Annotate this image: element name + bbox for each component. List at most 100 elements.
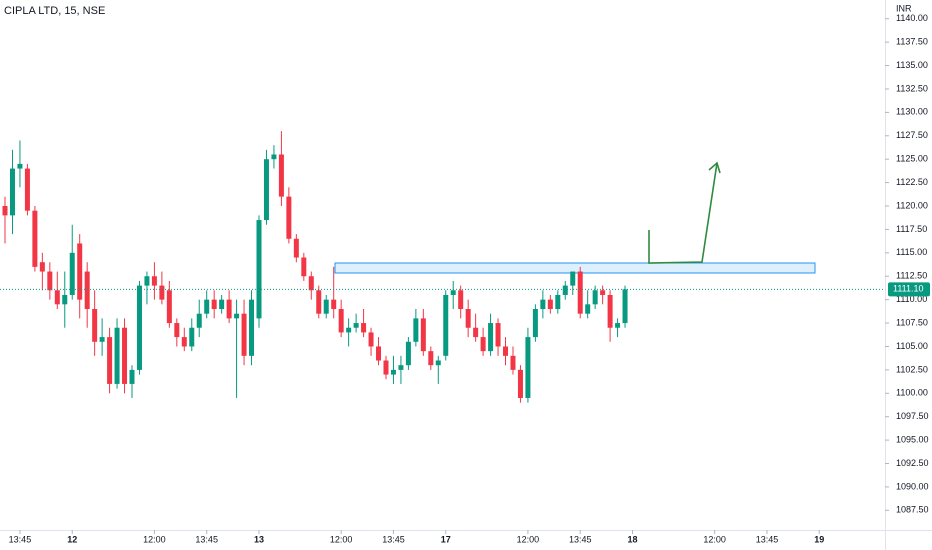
candle-body [338,309,344,333]
candle-body [263,159,269,221]
x-tick-label: 13:45 [569,534,592,544]
candle-body [413,318,419,342]
candle-body [308,276,314,291]
candle-body [532,309,538,338]
y-tick-label: 1122.50 [896,177,928,187]
y-tick-label: 1125.00 [896,154,928,164]
candle-body [151,276,157,286]
candle-body [122,327,128,384]
candle-body [114,327,120,384]
y-tick-label: 1087.50 [896,505,929,515]
candle-body [331,299,337,310]
y-tick-label: 1132.50 [896,83,928,93]
candle-body [398,365,404,370]
x-tick-label: 18 [627,534,637,544]
x-tick-label: 19 [814,534,824,544]
candle-body [293,238,299,258]
candle-body [211,299,217,310]
x-tick-label: 12:00 [330,534,353,544]
x-tick-label: 13:45 [195,534,218,544]
arrow-head [708,161,721,174]
last-price-label: 1111.10 [893,284,924,294]
candle-body [92,309,98,342]
x-tick-label: 12 [67,534,77,544]
candle-body [428,351,434,366]
candle-body [136,285,142,370]
candle-body [166,290,172,324]
candle-body [181,337,187,347]
y-tick-label: 1140.00 [896,13,928,23]
y-tick-label: 1107.50 [896,317,928,327]
candle-body [234,313,240,319]
candle-body [361,323,367,333]
x-tick-label: 13:45 [382,534,405,544]
candle-body [383,360,389,375]
candle-body [458,290,464,310]
candle-body [301,257,307,277]
candle-body [24,168,30,211]
x-tick-label: 13:45 [9,534,32,544]
candle-body [622,289,628,324]
last-price-tag [888,282,930,297]
x-tick-label: 12:00 [143,534,166,544]
candle-body [420,318,426,352]
y-tick-label: 1092.50 [896,458,929,468]
candle-body [144,276,150,286]
y-tick-label: 1100.00 [896,388,928,398]
candle-body [503,346,509,356]
candle-body [17,163,23,169]
resistance-zone [334,262,816,274]
projection-arrow [648,162,718,264]
candle-body [69,252,75,295]
y-tick-label: 1105.00 [896,341,928,351]
candle-body [174,323,180,338]
candle-body [226,299,232,319]
x-tick-label: 12:00 [703,534,726,544]
candle-body [555,294,561,310]
candle-body [62,294,68,305]
candle-body [540,299,546,310]
y-tick-label: 1110.00 [896,294,927,304]
candle-body [600,290,606,295]
candle-body [47,271,53,291]
candle-body [204,299,210,314]
y-tick-label: 1137.50 [896,37,928,47]
x-tick-label: 13:45 [756,534,779,544]
candle-body [196,313,202,328]
candle-body [278,154,284,197]
candle-body [473,327,479,338]
candle-body [465,309,471,328]
candle-body [525,337,531,398]
candle-body [443,294,449,356]
candle-body [346,327,352,333]
candle-body [488,323,494,352]
candle-body [219,299,225,310]
candle-body [9,168,15,216]
candle-body [54,290,60,305]
candle-body [607,294,613,328]
candle-body [189,327,195,347]
candle-body [547,299,553,310]
candle-body [84,271,90,310]
candle-body [435,360,441,366]
y-tick-label: 1120.00 [896,200,928,210]
candle-body [107,337,113,384]
candle-body [562,285,568,295]
y-tick-label: 1095.00 [896,434,929,444]
currency: INR [896,3,912,13]
candle-body [480,337,486,352]
candle-body [510,355,516,370]
candle-body [376,346,382,361]
y-tick-label: 1127.50 [896,130,928,140]
chart-title: CIPLA LTD, 15, NSE [4,5,105,17]
candle-body [77,243,83,300]
y-tick-label: 1090.00 [896,481,929,491]
candle-body [615,323,621,328]
y-tick-label: 1130.00 [896,107,928,117]
candle-body [32,210,38,267]
candle-body [577,271,583,314]
candle-body [495,323,501,347]
y-tick-label: 1097.50 [896,411,929,421]
